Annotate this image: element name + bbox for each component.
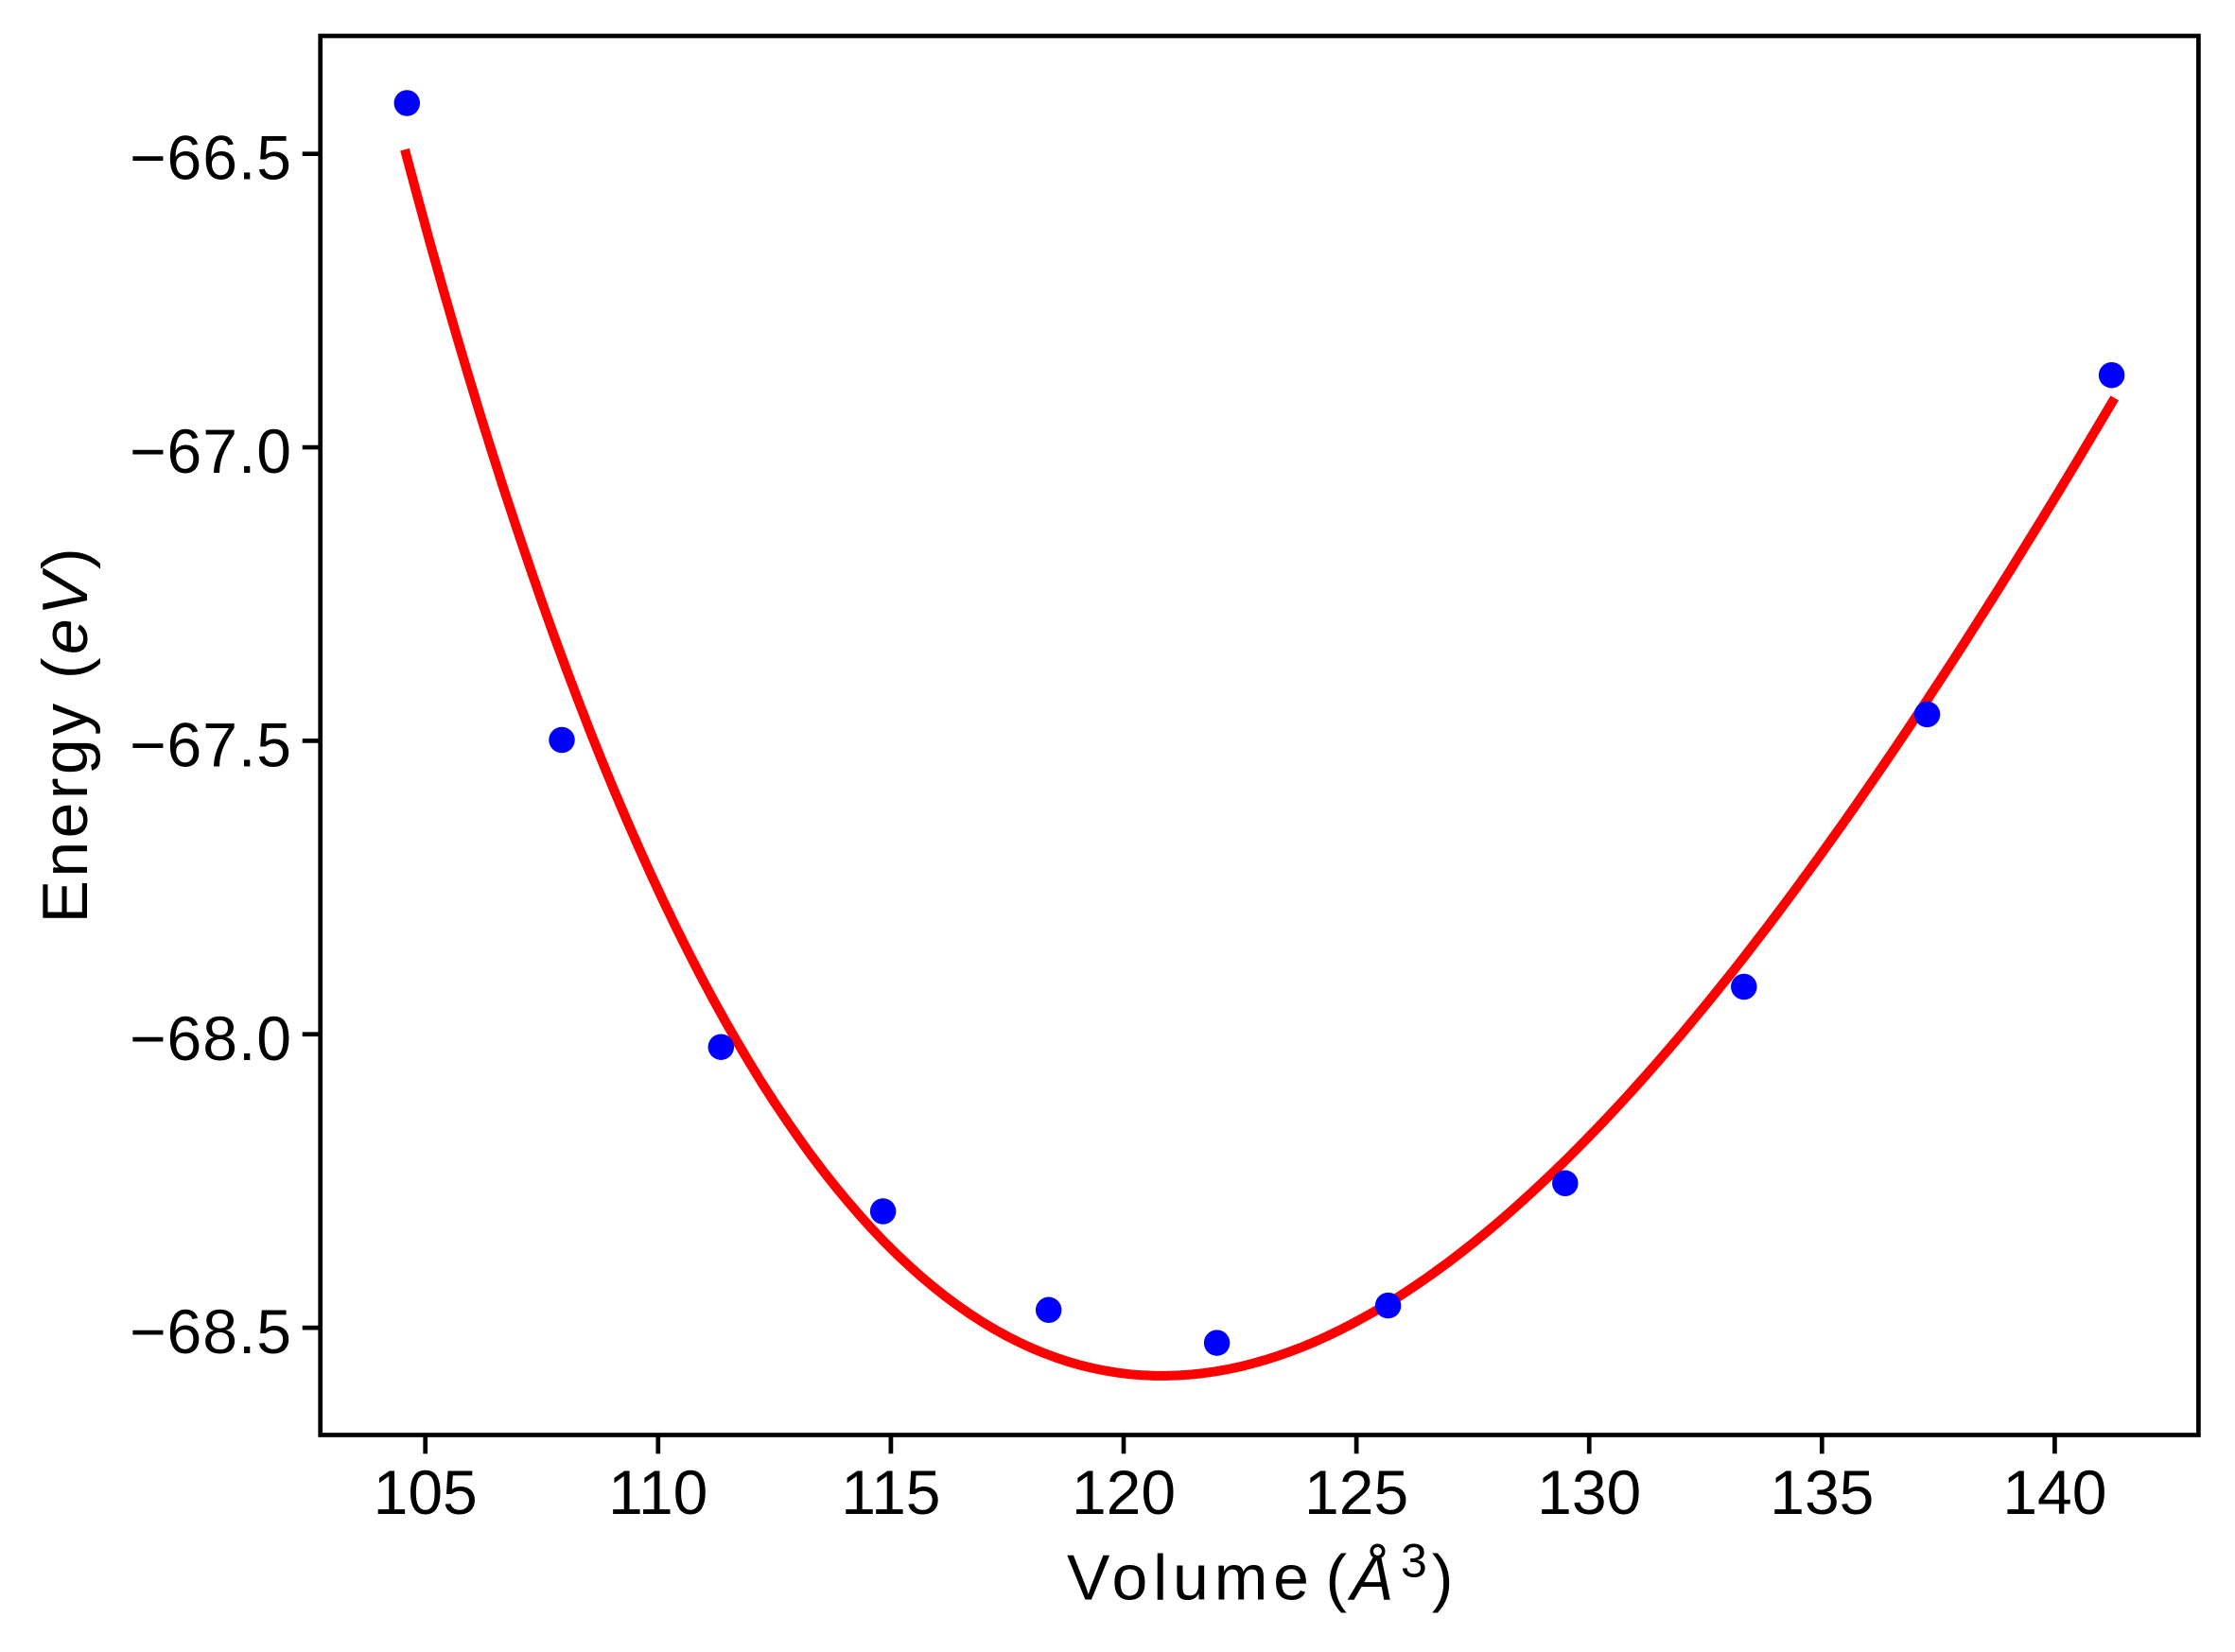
- svg-text:−66.5: −66.5: [130, 123, 291, 193]
- svg-text:−67.0: −67.0: [130, 416, 291, 486]
- svg-text:−68.5: −68.5: [130, 1296, 291, 1366]
- svg-text:135: 135: [1770, 1457, 1874, 1527]
- svg-text:125: 125: [1304, 1457, 1408, 1527]
- svg-text:3: 3: [1401, 1535, 1427, 1588]
- svg-text:): ): [1432, 1542, 1454, 1614]
- svg-text:−68.0: −68.0: [130, 1003, 291, 1073]
- svg-text:130: 130: [1537, 1457, 1641, 1527]
- svg-text:Volume: Volume: [1067, 1542, 1309, 1614]
- svg-text:Energy (eV): Energy (eV): [29, 548, 101, 923]
- svg-text:(: (: [1326, 1542, 1348, 1614]
- svg-text:115: 115: [841, 1457, 940, 1527]
- svg-text:−67.5: −67.5: [130, 709, 291, 779]
- svg-text:105: 105: [374, 1457, 478, 1527]
- svg-text:120: 120: [1072, 1457, 1176, 1527]
- svg-text:Å: Å: [1347, 1542, 1393, 1614]
- svg-text:140: 140: [2002, 1457, 2106, 1527]
- svg-text:110: 110: [608, 1457, 707, 1527]
